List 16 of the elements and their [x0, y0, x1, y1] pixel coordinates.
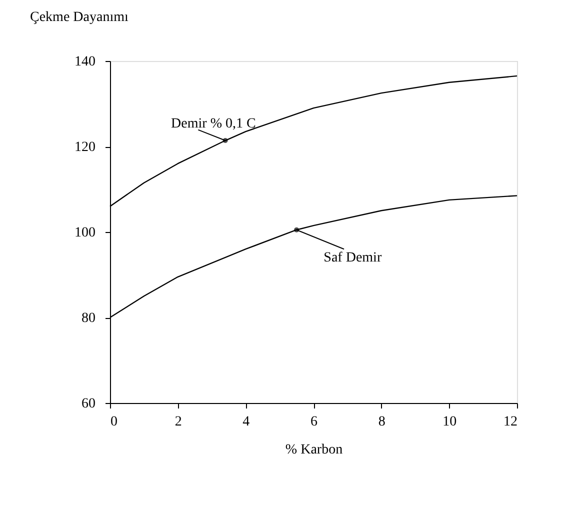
x-tick-label: 0 [110, 414, 118, 430]
x-tick-label: 4 [242, 414, 250, 430]
y-tick-label: 80 [82, 311, 96, 326]
x-tick-label: 8 [378, 414, 386, 430]
y-tick-label: 100 [74, 226, 96, 240]
x-axis-title: % Karbon [285, 442, 343, 458]
y-tick-label: 60 [82, 396, 96, 412]
y-tick-label: 140 [74, 54, 96, 70]
y-axis-title: Çekme Dayanımı [30, 10, 128, 25]
annotation: Saf Demir [324, 250, 382, 266]
x-tick-label: 2 [174, 414, 182, 430]
annotation: Demir % 0,1 C [171, 116, 256, 132]
x-tick-label: 10 [442, 414, 457, 430]
x-tick-label: 6 [310, 414, 318, 430]
x-tick-label: 12 [504, 414, 518, 430]
y-tick-label: 120 [74, 140, 96, 155]
